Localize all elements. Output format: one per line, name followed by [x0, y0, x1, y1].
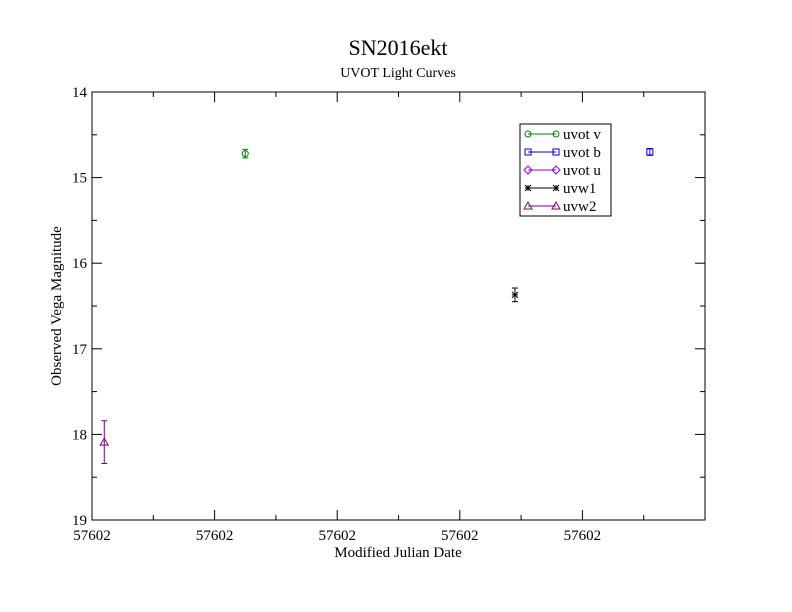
data-point	[99, 420, 110, 465]
legend-marker	[523, 200, 533, 210]
x-tick-label: 57602	[318, 528, 356, 544]
x-tick-label: 57602	[441, 528, 479, 544]
x-tick-label: 57602	[73, 528, 111, 544]
legend-marker	[552, 130, 560, 138]
y-tick-label: 19	[72, 513, 87, 529]
data-point	[646, 147, 654, 156]
x-tick-label: 57602	[564, 528, 602, 544]
y-tick-label: 18	[72, 427, 87, 443]
legend-item: uvot v	[524, 127, 601, 143]
y-tick-label: 17	[72, 342, 88, 358]
data-marker	[99, 437, 110, 446]
chart-title: SN2016ekt	[349, 35, 448, 60]
y-tick-label: 14	[72, 85, 88, 101]
legend-label: uvot b	[563, 145, 601, 161]
legend-marker	[551, 200, 561, 210]
y-tick-label: 15	[72, 171, 87, 187]
chart-subtitle: UVOT Light Curves	[340, 66, 456, 81]
legend-label: uvw2	[563, 199, 596, 215]
plot-frame	[91, 91, 706, 521]
x-axis-label: Modified Julian Date	[334, 545, 462, 561]
star-stroke	[511, 291, 519, 299]
data-marker	[241, 150, 249, 158]
x-tick-label: 57602	[196, 528, 234, 544]
legend-marker	[524, 148, 532, 156]
legend-marker	[551, 165, 561, 175]
y-axis-label: Observed Vega Magnitude	[49, 226, 65, 386]
star-stroke	[552, 184, 560, 192]
legend-label: uvot u	[563, 163, 601, 179]
legend-marker	[552, 148, 560, 156]
legend-label: uvot v	[563, 127, 601, 143]
legend-marker	[523, 165, 533, 175]
y-tick-label: 16	[72, 256, 88, 272]
legend-marker	[524, 130, 532, 138]
data-marker	[646, 148, 654, 156]
legend: uvot v uvot b uvot u uvw1 uvw2	[519, 123, 612, 217]
legend-marker	[524, 184, 532, 192]
legend-item: uvot u	[523, 163, 601, 179]
legend-label: uvw1	[563, 181, 596, 197]
legend-item: uvw2	[523, 199, 596, 215]
data-point	[511, 287, 519, 303]
plot-area: 57602 57602 57602 57602 57602 14 15 16 17 18 19	[72, 85, 706, 544]
legend-item: uvot b	[524, 145, 601, 161]
legend-marker	[552, 184, 560, 192]
legend-item: uvw1	[524, 181, 596, 197]
data-point	[241, 148, 249, 159]
data-marker	[511, 291, 519, 299]
star-stroke	[524, 184, 532, 192]
